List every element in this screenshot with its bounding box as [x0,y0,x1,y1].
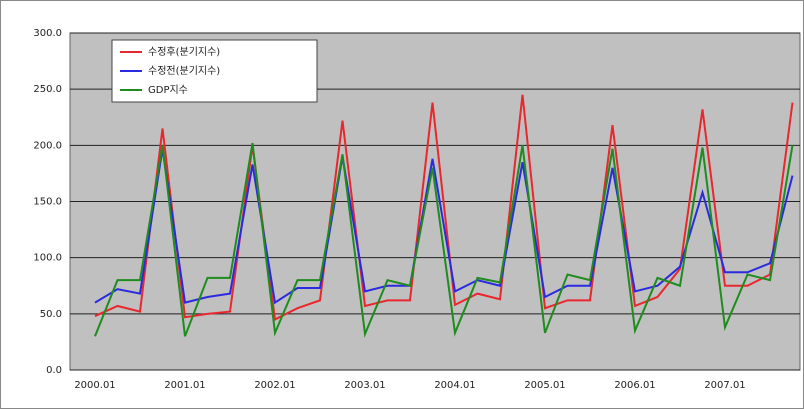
x-tick-label: 2003.01 [344,380,385,391]
legend-label: 수정전(분기지수) [148,65,220,77]
y-tick-label: 50.0 [40,309,62,320]
legend-box [111,39,318,103]
series-line [94,148,794,305]
legend-label: GDP지수 [148,84,188,96]
series-line [94,142,794,338]
x-tick-label: 2002.01 [254,380,295,391]
y-tick-label: 250.0 [33,84,62,95]
x-tick-label: 2007.01 [704,380,745,391]
x-tick-label: 2001.01 [164,380,205,391]
y-tick-label: 100.0 [33,253,62,264]
y-tick-label: 150.0 [33,197,62,208]
y-tick-label: 0.0 [46,365,62,376]
y-tick-label: 300.0 [33,28,62,39]
x-tick-label: 2000.01 [74,380,115,391]
x-tick-label: 2006.01 [614,380,655,391]
x-tick-label: 2005.01 [524,380,565,391]
x-tick-label: 2004.01 [434,380,475,391]
series-line [94,94,794,321]
y-tick-label: 200.0 [33,140,62,151]
legend-label: 수정후(분기지수) [148,46,220,58]
